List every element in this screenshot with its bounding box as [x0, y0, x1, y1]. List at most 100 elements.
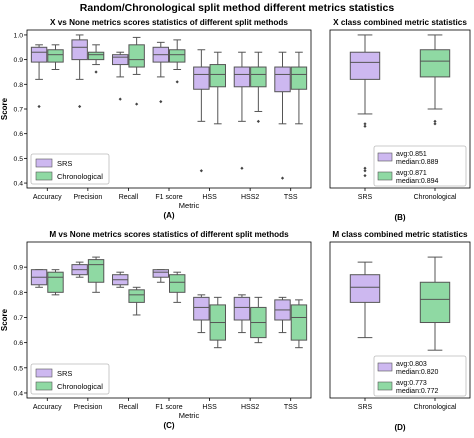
chart-title-B: X class combined metric statistics: [333, 18, 467, 27]
box-iqr: [169, 49, 186, 63]
box-chronological-accuracy: [47, 44, 64, 70]
legend-swatch: [377, 362, 393, 372]
box-chronological: [419, 34, 451, 126]
y-tick-label: 0.9: [14, 57, 24, 64]
legend-label: SRS: [57, 369, 72, 378]
box-iqr: [290, 66, 308, 90]
box-chronological-precision: [87, 44, 105, 74]
chart-title-C: M vs None metrics scores statistics of d…: [49, 230, 289, 239]
box-iqr: [71, 39, 88, 61]
outlier-point: [37, 104, 41, 109]
x-tick-label: F1 score: [155, 404, 182, 411]
box-chronological: [419, 256, 451, 351]
legend-median: median:0.894: [396, 178, 439, 185]
outlier-point: [433, 119, 437, 123]
plot-frame-B: [329, 29, 471, 189]
y-tick-label: 0.6: [14, 340, 24, 347]
outlier-point: [118, 97, 122, 101]
box-chronological-hss2: [250, 296, 267, 344]
stats-legend-B: [373, 145, 467, 187]
box-iqr: [233, 66, 251, 88]
stats-legend-D: [373, 355, 467, 397]
outlier-point: [78, 104, 82, 109]
x-tick-label: Chronological: [414, 194, 457, 201]
box-iqr: [112, 54, 129, 66]
outlier-point: [433, 122, 437, 126]
box-iqr: [419, 281, 451, 324]
y-tick-label: 0.6: [14, 131, 24, 138]
panel-label-B: (B): [394, 213, 405, 222]
box-srs-tss: [274, 296, 291, 334]
page-title: Random/Chronological split method differ…: [79, 2, 395, 14]
panel-label-A: (A): [163, 211, 174, 220]
x-tick-label: SRS: [358, 404, 373, 411]
box-iqr: [169, 274, 186, 293]
box-chronological-accuracy: [47, 269, 64, 296]
legend-swatch: [35, 171, 53, 181]
box-srs-f1-score: [152, 41, 169, 104]
box-iqr: [30, 46, 48, 63]
x-tick-label: Recall: [119, 194, 139, 201]
outlier-point: [199, 169, 203, 173]
box-chronological-tss: [290, 299, 308, 349]
legend-label: Chronological: [57, 382, 103, 391]
x-tick-label: SRS: [358, 194, 373, 201]
box-srs-f1-score: [152, 269, 169, 283]
box-srs-recall: [112, 51, 129, 101]
y-axis-label: Score: [0, 308, 9, 331]
box-iqr: [349, 51, 381, 80]
box-chronological-hss: [209, 51, 226, 125]
legend-label: Chronological: [57, 172, 103, 181]
outlier-point: [256, 119, 260, 123]
outlier-point: [94, 70, 98, 74]
y-axis-label: Score: [0, 97, 9, 120]
x-tick-label: Accuracy: [33, 404, 62, 411]
box-srs: [349, 261, 381, 339]
box-srs-accuracy: [30, 269, 48, 288]
chart-title-D: M class combined metric statistics: [332, 230, 468, 239]
outlier-point: [240, 166, 244, 170]
box-srs: [349, 34, 381, 178]
y-tick-label: 1.0: [14, 32, 24, 39]
legend-avg: avg:0.871: [396, 170, 427, 177]
legend-median: median:0.820: [396, 369, 439, 376]
y-tick-label: 0.8: [14, 290, 24, 297]
x-tick-label: HSS2: [241, 194, 259, 201]
box-iqr: [152, 269, 169, 278]
box-chronological-recall: [128, 36, 145, 106]
legend-avg: avg:0.773: [396, 380, 427, 387]
outlier-point: [363, 169, 367, 173]
box-iqr: [209, 64, 226, 88]
box-iqr: [349, 274, 381, 303]
outlier-point: [159, 99, 163, 104]
box-iqr: [128, 289, 145, 303]
y-tick-label: 0.7: [14, 315, 24, 322]
x-tick-label: Precision: [73, 194, 102, 201]
legend-swatch: [35, 158, 53, 168]
box-iqr: [193, 296, 210, 321]
box-iqr: [274, 66, 291, 93]
legend-avg: avg:0.803: [396, 361, 427, 368]
outlier-point: [363, 166, 367, 170]
box-iqr: [47, 49, 64, 63]
box-srs-hss: [193, 294, 210, 334]
box-chronological-f1-score: [169, 271, 186, 303]
y-tick-label: 0.4: [14, 390, 24, 397]
box-iqr: [128, 44, 145, 68]
box-srs-hss: [193, 49, 210, 173]
box-iqr: [419, 49, 451, 78]
box-chronological-recall: [128, 286, 145, 316]
y-tick-label: 0.5: [14, 156, 24, 163]
box-chronological-precision: [87, 256, 105, 293]
legend-swatch: [377, 381, 393, 391]
box-iqr: [290, 304, 308, 341]
box-iqr: [47, 271, 64, 293]
box-iqr: [233, 296, 251, 321]
x-tick-label: Chronological: [414, 404, 457, 411]
legend-swatch: [35, 381, 53, 391]
box-srs-tss: [274, 51, 291, 180]
outlier-point: [363, 174, 367, 178]
legend-swatch: [377, 171, 393, 181]
box-iqr: [250, 66, 267, 88]
chart-title-A: X vs None metrics scores statistics of d…: [50, 18, 288, 27]
